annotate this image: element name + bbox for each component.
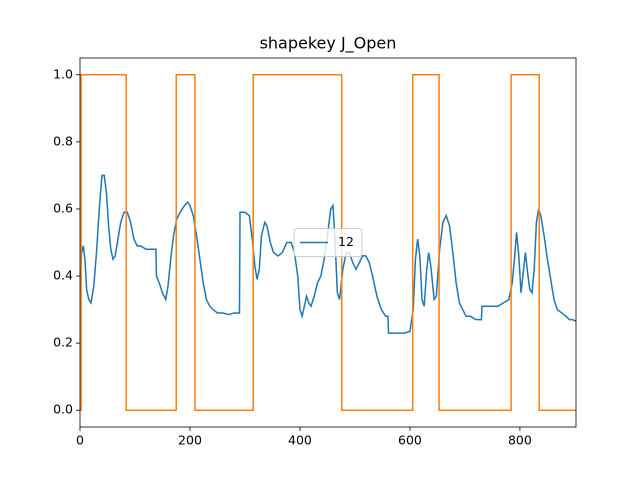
chart-title: shapekey J_Open — [260, 34, 397, 54]
line-series — [80, 174, 576, 334]
y-tick-label: 0.2 — [53, 335, 73, 350]
x-tick-label: 0 — [76, 433, 84, 448]
y-tick-label: 0.6 — [53, 200, 73, 215]
x-tick-label: 400 — [288, 433, 312, 448]
x-tick-label: 800 — [508, 433, 532, 448]
y-tick-label: 0.4 — [53, 268, 73, 283]
y-tick-label: 0.8 — [53, 133, 73, 148]
x-tick-label: 600 — [398, 433, 422, 448]
legend-label: 12 — [338, 234, 354, 249]
line-series — [80, 74, 576, 411]
y-tick-label: 1.0 — [53, 66, 73, 81]
x-tick-label: 200 — [178, 433, 202, 448]
y-tick-label: 0.0 — [53, 402, 73, 417]
plot-frame — [79, 57, 577, 428]
